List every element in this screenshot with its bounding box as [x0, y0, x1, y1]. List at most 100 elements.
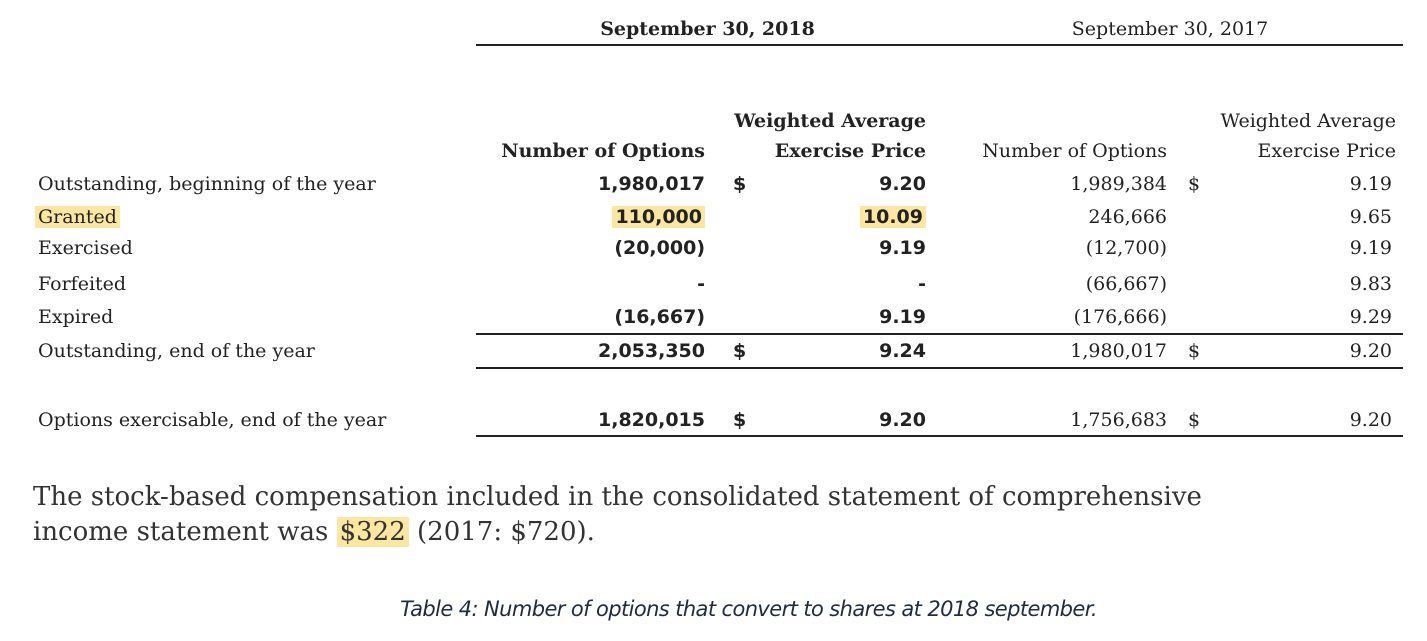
paragraph-text: (2017: $720). [408, 517, 595, 547]
cell: $ [1188, 408, 1200, 432]
cell: Outstanding, beginning of the year [38, 172, 376, 196]
cell: Forfeited [38, 272, 126, 296]
cell-value: (16,667) [614, 306, 705, 328]
cell: 2,053,350 [405, 339, 705, 363]
cell-value: 9.83 [1349, 273, 1392, 295]
paragraph-text: The stock-based compensation included in… [33, 482, 1202, 512]
cell: $ [733, 339, 746, 363]
cell-value: 9.20 [1349, 409, 1392, 431]
row-label: Outstanding, beginning of the year [38, 173, 376, 195]
cell: 110,000 [405, 205, 705, 229]
cell: $ [1188, 339, 1200, 363]
cell: $ [733, 172, 746, 196]
cell-value: (20,000) [614, 237, 705, 259]
cell: 9.65 [1092, 205, 1392, 229]
cell-value: - [697, 273, 705, 295]
cell-value: 9.65 [1349, 206, 1392, 228]
column-header: Weighted Average [734, 110, 926, 132]
row-label: Forfeited [38, 273, 127, 295]
cell: 1,820,015 [405, 408, 705, 432]
cell-value: 246,666 [1088, 206, 1167, 228]
cell: (176,666) [867, 305, 1167, 329]
cell-value: $ [1188, 173, 1201, 195]
total-rule [476, 367, 1403, 369]
cell: 9.24 [626, 339, 926, 363]
cell: Granted [35, 205, 120, 229]
cell: (66,667) [867, 272, 1167, 296]
column-header: Number of Options [501, 140, 705, 162]
cell: 9.19 [626, 305, 926, 329]
column-header: Exercise Price [1257, 140, 1397, 162]
cell: 9.20 [626, 172, 926, 196]
cell-value: - [918, 273, 926, 295]
cell-value: (12,700) [1085, 237, 1167, 259]
cell: 1,756,683 [867, 408, 1167, 432]
period-header: September 30, 2018 [600, 18, 815, 40]
cell-value: 9.20 [879, 409, 926, 431]
cell: (20,000) [405, 236, 705, 260]
cell-value: 9.20 [1349, 340, 1392, 362]
paragraph-line: income statement was $322 (2017: $720). [33, 515, 1202, 550]
cell: 9.19 [1092, 172, 1392, 196]
highlight-amount: $322 [336, 517, 409, 547]
total-rule [476, 435, 1403, 437]
cell-value: (66,667) [1085, 273, 1167, 295]
cell: 9.20 [1092, 339, 1392, 363]
cell-value: $ [733, 173, 747, 195]
row-label: Granted [35, 206, 120, 228]
row-label: Options exercisable, end of the year [38, 409, 387, 431]
cell: 9.20 [1092, 408, 1392, 432]
paragraph-text: income statement was [33, 517, 337, 547]
total-rule [476, 333, 1403, 335]
cell: 9.20 [626, 408, 926, 432]
cell: 10.09 [626, 205, 926, 229]
cell-value: 10.09 [859, 206, 926, 228]
column-header: Weighted Average [1220, 110, 1396, 132]
cell: 9.19 [1092, 236, 1392, 260]
cell: Expired [38, 305, 113, 329]
paragraph-line: The stock-based compensation included in… [33, 480, 1202, 515]
cell-value: 9.19 [1349, 173, 1392, 195]
cell: $ [1188, 172, 1200, 196]
cell: 9.83 [1092, 272, 1392, 296]
column-header: Exercise Price [774, 140, 926, 162]
cell-value: (176,666) [1073, 306, 1167, 328]
row-label: Exercised [38, 237, 133, 259]
cell: Outstanding, end of the year [38, 339, 315, 363]
cell: 1,980,017 [867, 339, 1167, 363]
cell: $ [733, 408, 746, 432]
cell-value: 9.19 [1349, 237, 1392, 259]
cell-value: 1,820,015 [598, 409, 705, 431]
cell-value: 110,000 [612, 206, 705, 228]
cell-value: 1,980,017 [598, 173, 705, 195]
cell-value: 2,053,350 [598, 340, 705, 362]
cell: 246,666 [867, 205, 1167, 229]
caption: Table 4: Number of options that convert … [400, 597, 1097, 621]
header-rule [476, 44, 1403, 46]
cell: 9.29 [1092, 305, 1392, 329]
cell-value: $ [733, 409, 747, 431]
cell-value: 9.20 [879, 173, 926, 195]
cell-value: $ [1188, 409, 1201, 431]
column-header: Number of Options [982, 140, 1167, 162]
row-label: Expired [38, 306, 114, 328]
cell: (16,667) [405, 305, 705, 329]
period-header: September 30, 2017 [1071, 18, 1269, 40]
paragraph: The stock-based compensation included in… [33, 480, 1202, 550]
cell-value: 9.19 [879, 306, 926, 328]
cell-value: 1,989,384 [1070, 173, 1167, 195]
cell-value: 1,756,683 [1070, 409, 1167, 431]
cell: 1,989,384 [867, 172, 1167, 196]
cell: (12,700) [867, 236, 1167, 260]
cell-value: $ [1188, 340, 1201, 362]
cell: Options exercisable, end of the year [38, 408, 386, 432]
cell-value: 1,980,017 [1070, 340, 1167, 362]
cell: Exercised [38, 236, 133, 260]
cell: - [626, 272, 926, 296]
row-label: Outstanding, end of the year [38, 340, 315, 362]
cell: 9.19 [626, 236, 926, 260]
cell-value: 9.29 [1349, 306, 1392, 328]
cell: - [405, 272, 705, 296]
cell-value: 9.19 [879, 237, 926, 259]
